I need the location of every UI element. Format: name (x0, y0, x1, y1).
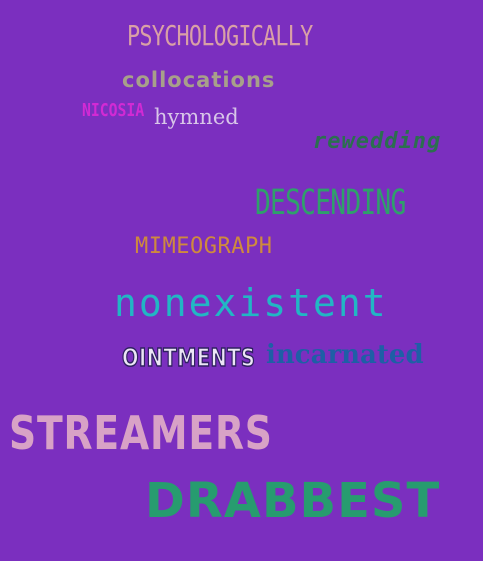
word-nicosia: NICOSIA (82, 100, 145, 121)
word-mimeograph: MIMEOGRAPH (135, 234, 273, 259)
word-hymned: hymned (154, 105, 239, 129)
word-descending: DESCENDING (255, 183, 406, 223)
word-streamers: STREAMERS (9, 406, 273, 460)
word-drabbest: DRABBEST (145, 473, 441, 529)
word-rewedding: rewedding (313, 129, 442, 154)
word-nonexistent: nonexistent (114, 281, 388, 325)
word-collocations: collocations (122, 68, 276, 92)
word-incarnated: incarnated (266, 340, 424, 370)
word-ointments: OINTMENTS (121, 343, 256, 372)
word-psychologically: PSYCHOLOGICALLY (127, 19, 313, 52)
